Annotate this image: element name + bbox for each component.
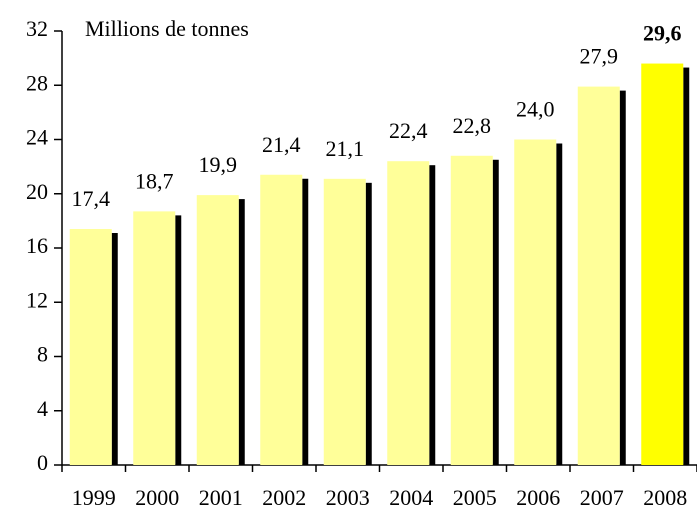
x-tick-label: 2004 <box>389 485 433 510</box>
x-tick-label: 2001 <box>199 485 243 510</box>
bar-shadow <box>683 67 690 466</box>
bar <box>69 229 112 465</box>
y-tick-label: 4 <box>37 396 48 421</box>
bar-shadow <box>175 215 182 465</box>
y-tick-label: 0 <box>37 450 48 475</box>
value-label: 18,7 <box>135 168 174 193</box>
value-label: 22,8 <box>453 113 492 138</box>
x-tick-label: 2007 <box>580 485 624 510</box>
value-label: 19,9 <box>199 152 238 177</box>
y-tick-label: 12 <box>26 287 48 312</box>
value-label: 22,4 <box>389 118 428 143</box>
x-tick-label: 2003 <box>326 485 370 510</box>
y-tick-label: 20 <box>26 179 48 204</box>
value-label: 17,4 <box>72 186 111 211</box>
bar-shadow <box>238 199 245 465</box>
value-label: 27,9 <box>580 44 619 69</box>
bar <box>450 155 493 465</box>
y-tick-label: 32 <box>26 16 48 41</box>
value-label: 24,0 <box>516 97 555 122</box>
x-tick-label: 2000 <box>135 485 179 510</box>
bar <box>323 178 366 466</box>
bar <box>514 139 557 465</box>
y-tick-label: 24 <box>26 125 48 150</box>
y-tick-label: 8 <box>37 342 48 367</box>
bar-shadow <box>556 143 563 465</box>
x-tick-label: 1999 <box>72 485 116 510</box>
bar <box>133 211 176 465</box>
bar-shadow <box>619 90 626 465</box>
x-tick-label: 2006 <box>516 485 560 510</box>
bar <box>196 195 239 465</box>
bar-shadow <box>111 233 118 465</box>
bar-shadow <box>429 165 436 465</box>
bar-shadow <box>302 178 309 465</box>
x-tick-label: 2008 <box>643 485 687 510</box>
value-label: 21,1 <box>326 136 365 161</box>
bar <box>577 86 620 465</box>
y-tick-label: 28 <box>26 70 48 95</box>
bar-shadow <box>365 182 372 466</box>
bar-shadow <box>492 159 499 465</box>
bar <box>641 63 684 466</box>
y-axis-label: Millions de tonnes <box>85 16 249 41</box>
y-tick-label: 16 <box>26 233 48 258</box>
value-label: 21,4 <box>262 132 301 157</box>
x-tick-label: 2002 <box>262 485 306 510</box>
value-label: 29,6 <box>643 21 682 46</box>
bar <box>387 161 430 465</box>
x-tick-label: 2005 <box>453 485 497 510</box>
bar <box>260 174 303 465</box>
